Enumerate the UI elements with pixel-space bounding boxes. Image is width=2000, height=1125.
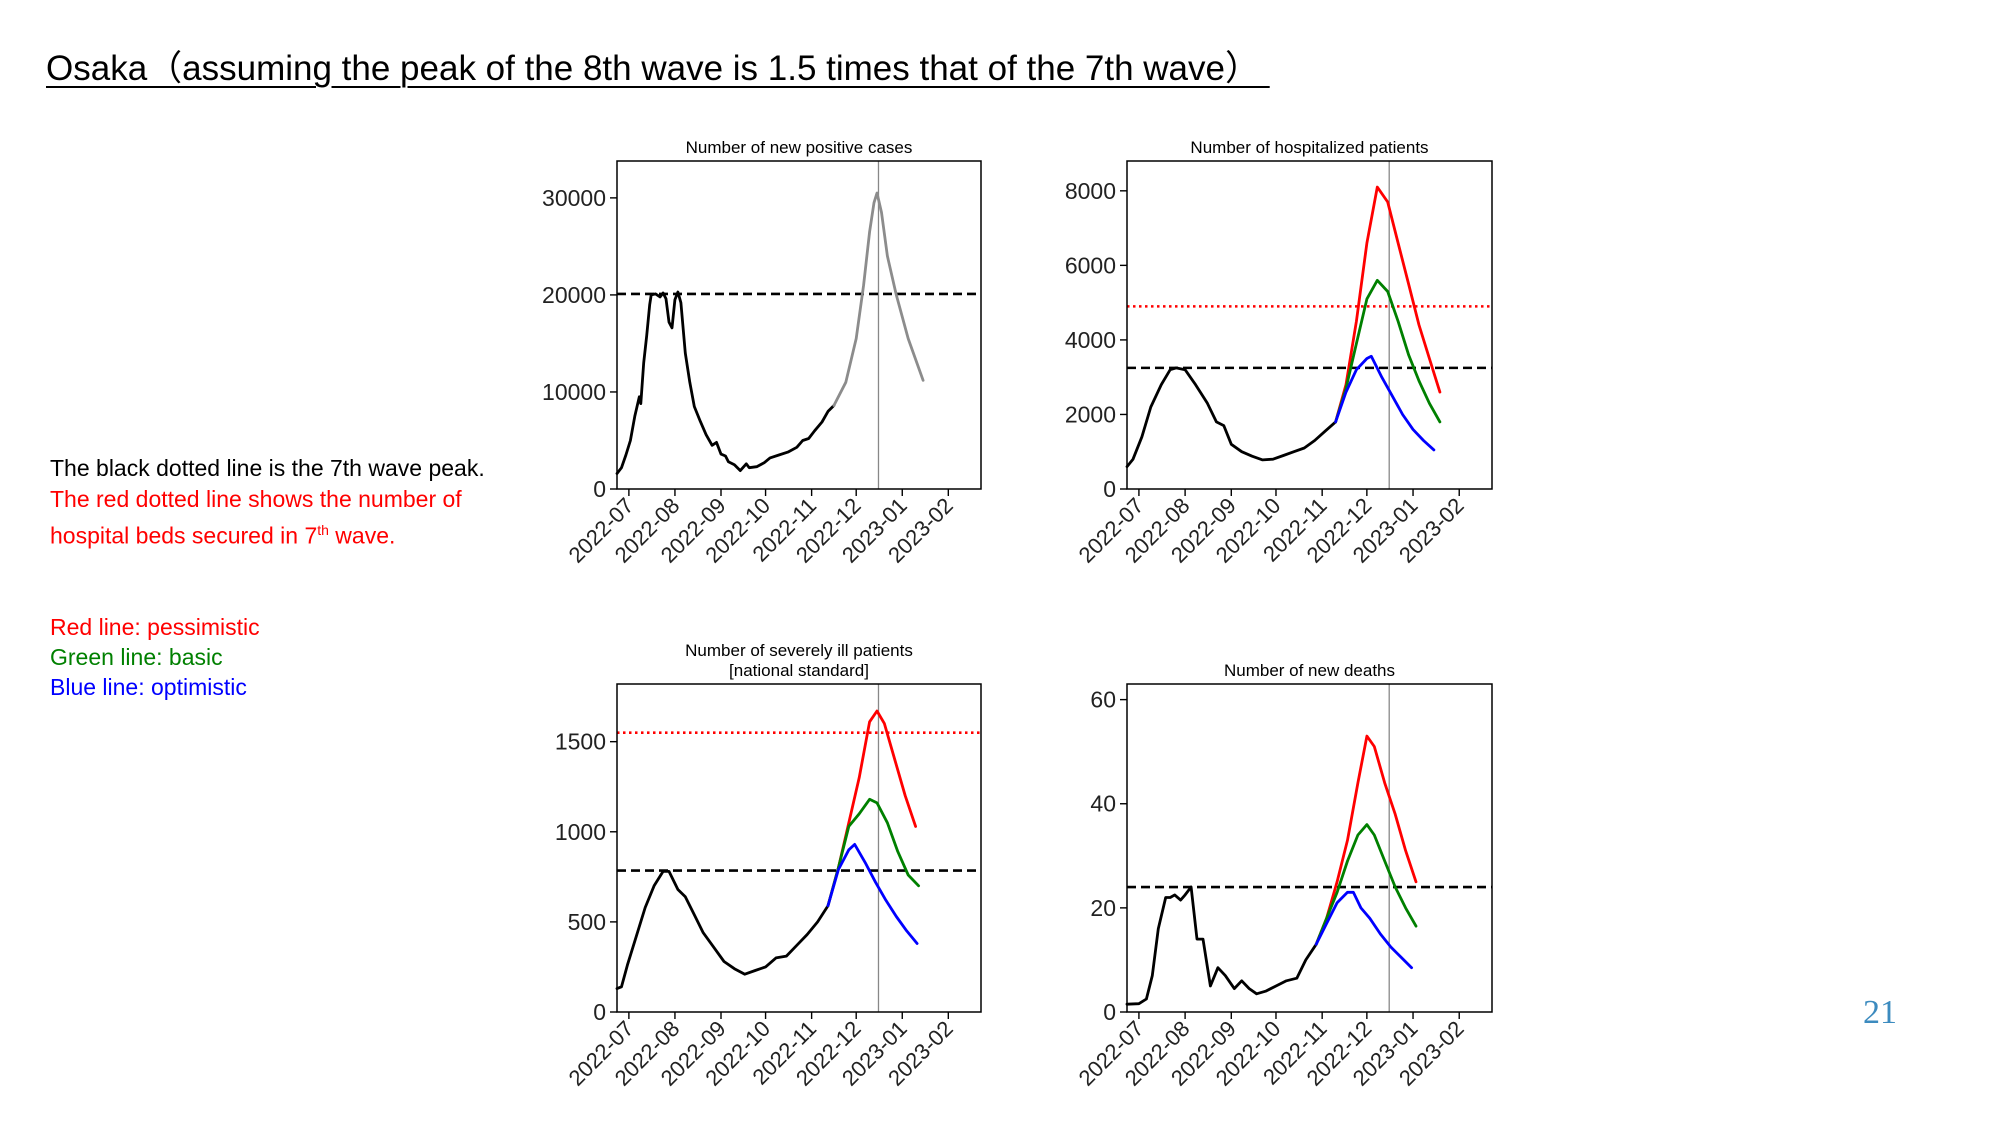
legend-basic: Green line: basic — [50, 644, 223, 670]
y-tick-label: 6000 — [1065, 252, 1116, 278]
legend-pessimistic: Red line: pessimistic — [50, 614, 260, 640]
chart-title: Number of hospitalized patients — [1190, 138, 1428, 157]
plot-frame — [1126, 160, 1493, 490]
chart-subtitle: [national standard] — [729, 661, 869, 680]
y-tick-label: 0 — [593, 999, 606, 1025]
y-tick-label: 20000 — [542, 282, 606, 308]
note-red-dotted-line: The red dotted line shows the number of h… — [50, 484, 462, 552]
note-red-line2-pre: hospital beds secured in 7 — [50, 522, 318, 549]
y-tick-label: 2000 — [1065, 401, 1116, 427]
series-line-optimistic — [826, 843, 919, 945]
chart-deaths: Number of new deaths02040602022-072022-0… — [1074, 661, 1493, 1091]
chart-title: Number of new positive cases — [686, 138, 913, 157]
note-black-dotted-line: The black dotted line is the 7th wave pe… — [50, 455, 485, 481]
y-tick-label: 500 — [568, 909, 606, 935]
y-tick-label: 1500 — [555, 729, 606, 755]
plot-frame — [616, 683, 982, 1013]
y-tick-label: 30000 — [542, 185, 606, 211]
y-tick-label: 20 — [1090, 895, 1116, 921]
note-red-line1: The red dotted line shows the number of — [50, 486, 462, 512]
chart-title: Number of new deaths — [1224, 661, 1395, 680]
y-tick-label: 0 — [593, 476, 606, 502]
series-line-actual — [1125, 366, 1337, 469]
chart-severe: Number of severely ill patients[national… — [555, 641, 982, 1091]
chart-title: Number of severely ill patients — [685, 641, 913, 660]
plot-frame — [616, 160, 982, 490]
series-line-basic — [1334, 278, 1442, 424]
y-tick-label: 0 — [1103, 999, 1116, 1025]
note-red-line2-post: wave. — [328, 522, 396, 549]
y-tick-label: 40 — [1090, 791, 1116, 817]
y-tick-label: 4000 — [1065, 327, 1116, 353]
series-line-projected — [832, 191, 925, 407]
series-line-actual — [1125, 885, 1318, 1006]
series-line-actual — [615, 290, 836, 475]
y-tick-label: 1000 — [555, 819, 606, 845]
series-line-optimistic — [1334, 354, 1436, 452]
y-tick-label: 60 — [1090, 687, 1116, 713]
y-tick-label: 10000 — [542, 379, 606, 405]
y-tick-label: 8000 — [1065, 178, 1116, 204]
slide-title: Osaka（assuming the peak of the 8th wave … — [46, 49, 1270, 88]
chart-hospitalized: Number of hospitalized patients 0 2000 4000… — [1065, 138, 1493, 568]
series-line-basic — [826, 797, 920, 908]
y-tick-label: 0 — [1103, 476, 1116, 502]
series-line-pessimistic — [1334, 185, 1442, 424]
note-red-line2-sup: th — [317, 522, 329, 538]
series-line-optimistic — [1314, 890, 1413, 970]
page-number: 21 — [1863, 994, 1897, 1031]
series-line-actual — [615, 870, 830, 990]
series-line-pessimistic — [1314, 734, 1418, 946]
legend-optimistic: Blue line: optimistic — [50, 674, 247, 700]
chart-new-cases: Number of new positive cases 0 10000 20000 3… — [542, 138, 982, 568]
plot-frame — [1126, 683, 1493, 1013]
series-line-basic — [1314, 823, 1418, 946]
